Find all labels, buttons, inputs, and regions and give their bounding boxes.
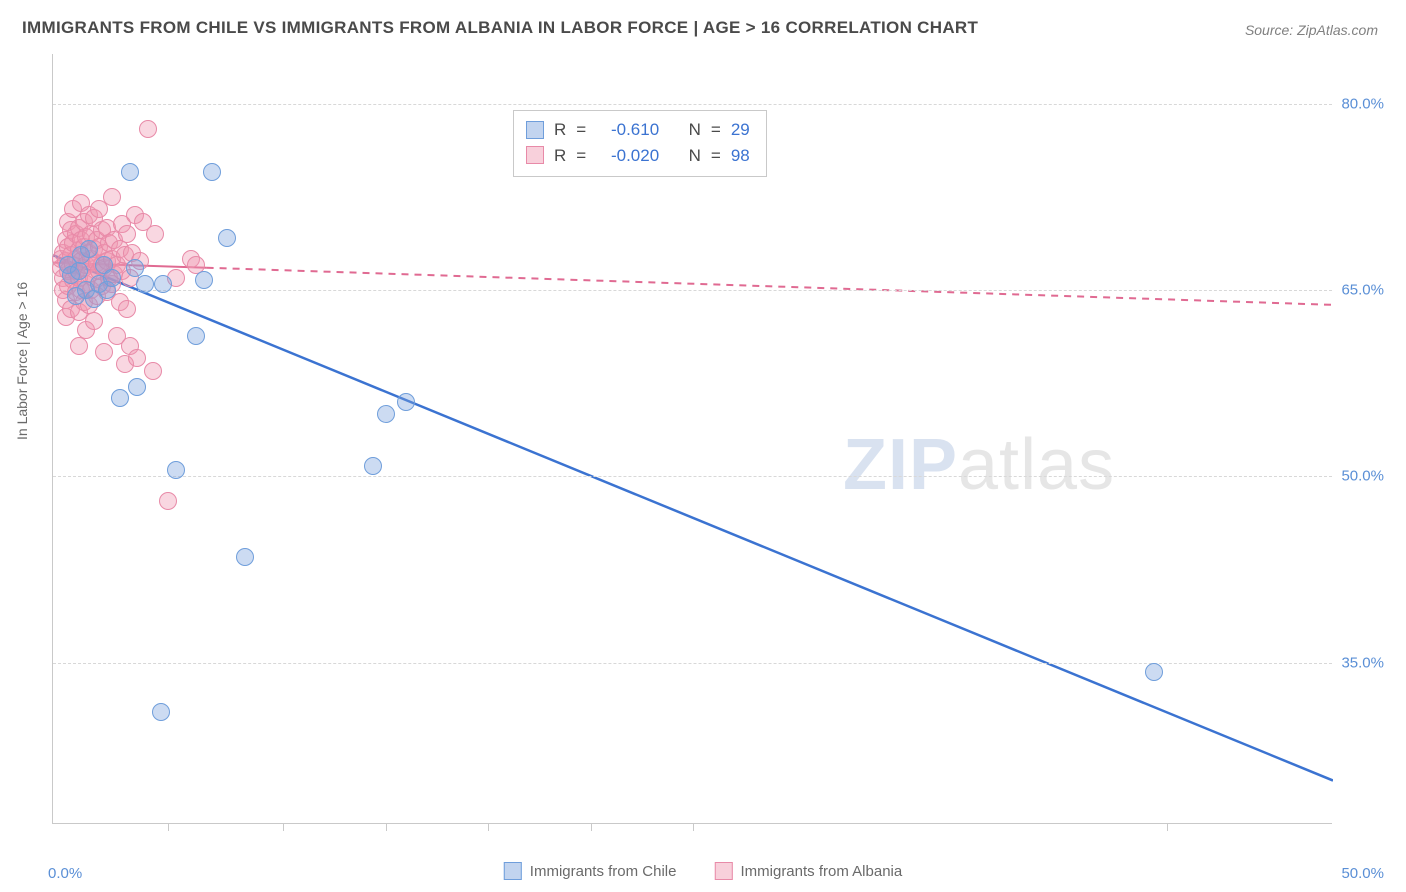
correlation-stats-box: R = -0.610 N = 29 R = -0.020 N = 98 [513, 110, 767, 177]
data-point [159, 492, 177, 510]
x-tick [591, 823, 592, 831]
data-point [167, 461, 185, 479]
data-point [103, 269, 121, 287]
data-point [218, 229, 236, 247]
data-point [80, 240, 98, 258]
source-attribution: Source: ZipAtlas.com [1245, 22, 1378, 38]
x-axis-origin-label: 0.0% [48, 865, 82, 882]
swatch-blue-icon [526, 121, 544, 139]
data-point [70, 262, 88, 280]
trend-line [53, 255, 1333, 780]
data-point [85, 312, 103, 330]
data-point [187, 327, 205, 345]
x-tick [283, 823, 284, 831]
trend-line [207, 268, 1333, 305]
data-point [203, 163, 221, 181]
data-point [111, 389, 129, 407]
swatch-pink-icon [714, 862, 732, 880]
y-tick-label: 35.0% [1341, 654, 1384, 671]
x-tick [386, 823, 387, 831]
x-tick [488, 823, 489, 831]
data-point [128, 349, 146, 367]
chart-title: IMMIGRANTS FROM CHILE VS IMMIGRANTS FROM… [22, 18, 978, 38]
stats-row-chile: R = -0.610 N = 29 [526, 117, 750, 143]
data-point [126, 259, 144, 277]
watermark: ZIPatlas [843, 424, 1115, 506]
data-point [139, 120, 157, 138]
swatch-blue-icon [504, 862, 522, 880]
x-tick [693, 823, 694, 831]
data-point [128, 378, 146, 396]
data-point [195, 271, 213, 289]
legend: Immigrants from Chile Immigrants from Al… [504, 862, 902, 880]
y-tick-label: 65.0% [1341, 281, 1384, 298]
legend-label: Immigrants from Chile [530, 863, 677, 880]
data-point [118, 300, 136, 318]
swatch-pink-icon [526, 146, 544, 164]
data-point [377, 405, 395, 423]
data-point [95, 343, 113, 361]
data-point [70, 337, 88, 355]
data-point [152, 703, 170, 721]
data-point [397, 393, 415, 411]
data-point [364, 457, 382, 475]
y-tick-label: 50.0% [1341, 468, 1384, 485]
data-point [118, 225, 136, 243]
data-point [136, 275, 154, 293]
legend-item-albania: Immigrants from Albania [714, 862, 902, 880]
data-point [103, 188, 121, 206]
data-point [236, 548, 254, 566]
y-tick-label: 80.0% [1341, 95, 1384, 112]
gridline [53, 663, 1332, 664]
y-axis-label: In Labor Force | Age > 16 [14, 282, 30, 440]
plot-area: ZIPatlas R = -0.610 N = 29 R = -0.020 N … [52, 54, 1332, 824]
data-point [146, 225, 164, 243]
x-axis-max-label: 50.0% [1341, 865, 1384, 882]
data-point [154, 275, 172, 293]
gridline [53, 290, 1332, 291]
data-point [1145, 663, 1163, 681]
x-tick [168, 823, 169, 831]
stats-row-albania: R = -0.020 N = 98 [526, 143, 750, 169]
legend-item-chile: Immigrants from Chile [504, 862, 677, 880]
data-point [144, 362, 162, 380]
gridline [53, 104, 1332, 105]
legend-label: Immigrants from Albania [740, 863, 902, 880]
data-point [121, 163, 139, 181]
x-tick [1167, 823, 1168, 831]
gridline [53, 476, 1332, 477]
